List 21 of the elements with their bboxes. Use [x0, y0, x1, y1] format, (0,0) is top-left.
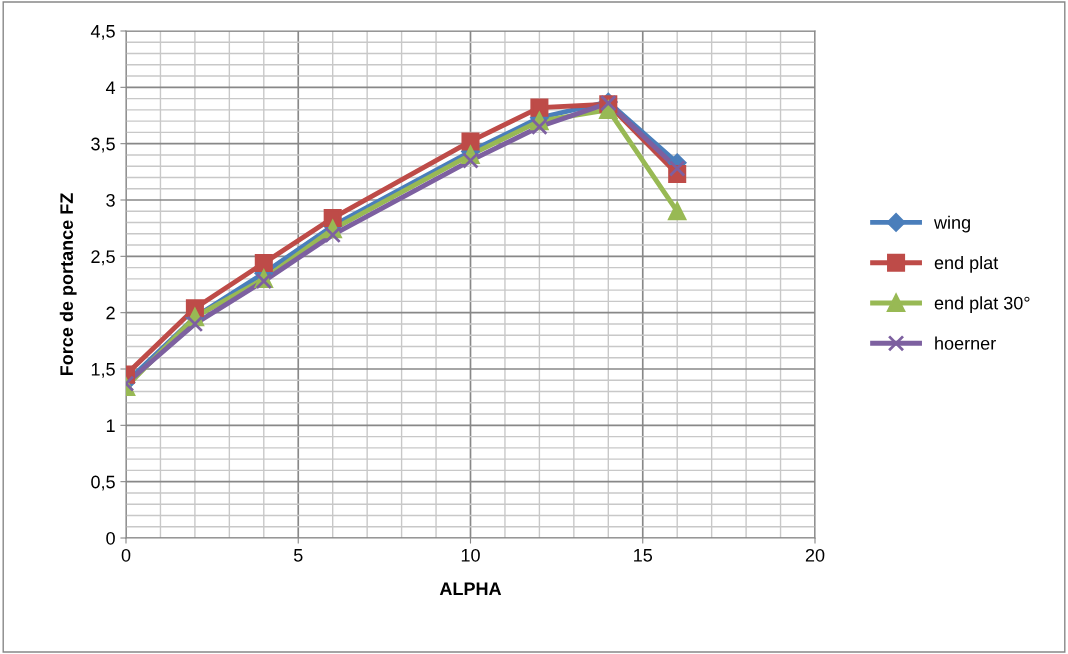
y-tick-label: 1,5: [91, 363, 115, 378]
x-tick-label: 10: [461, 548, 480, 562]
y-tick-label: 1: [106, 419, 115, 432]
x-tick-label: 0: [121, 548, 131, 562]
y-tick-label: 4: [105, 81, 116, 94]
x-tick-label: 20: [805, 548, 825, 562]
legend-label: end plat 30°: [934, 296, 1030, 314]
legend-label: end plat: [934, 255, 999, 273]
y-tick-label: 3,5: [91, 137, 115, 153]
y-tick-label: 4,5: [90, 25, 115, 40]
y-tick-label: 0,5: [91, 475, 115, 491]
y-axis-title: Force de portance FZ: [59, 193, 77, 376]
y-tick-label: 2: [106, 306, 115, 320]
x-axis-title: ALPHA: [439, 582, 502, 595]
x-tick-label: 15: [634, 549, 653, 562]
y-tick-label: 2,5: [91, 250, 115, 266]
y-tick-label: 0: [106, 531, 115, 545]
y-tick-label: 3: [106, 193, 115, 207]
x-tick-label: 5: [293, 549, 303, 562]
legend-label: wing: [933, 215, 970, 233]
legend-label: hoerner: [935, 336, 996, 350]
